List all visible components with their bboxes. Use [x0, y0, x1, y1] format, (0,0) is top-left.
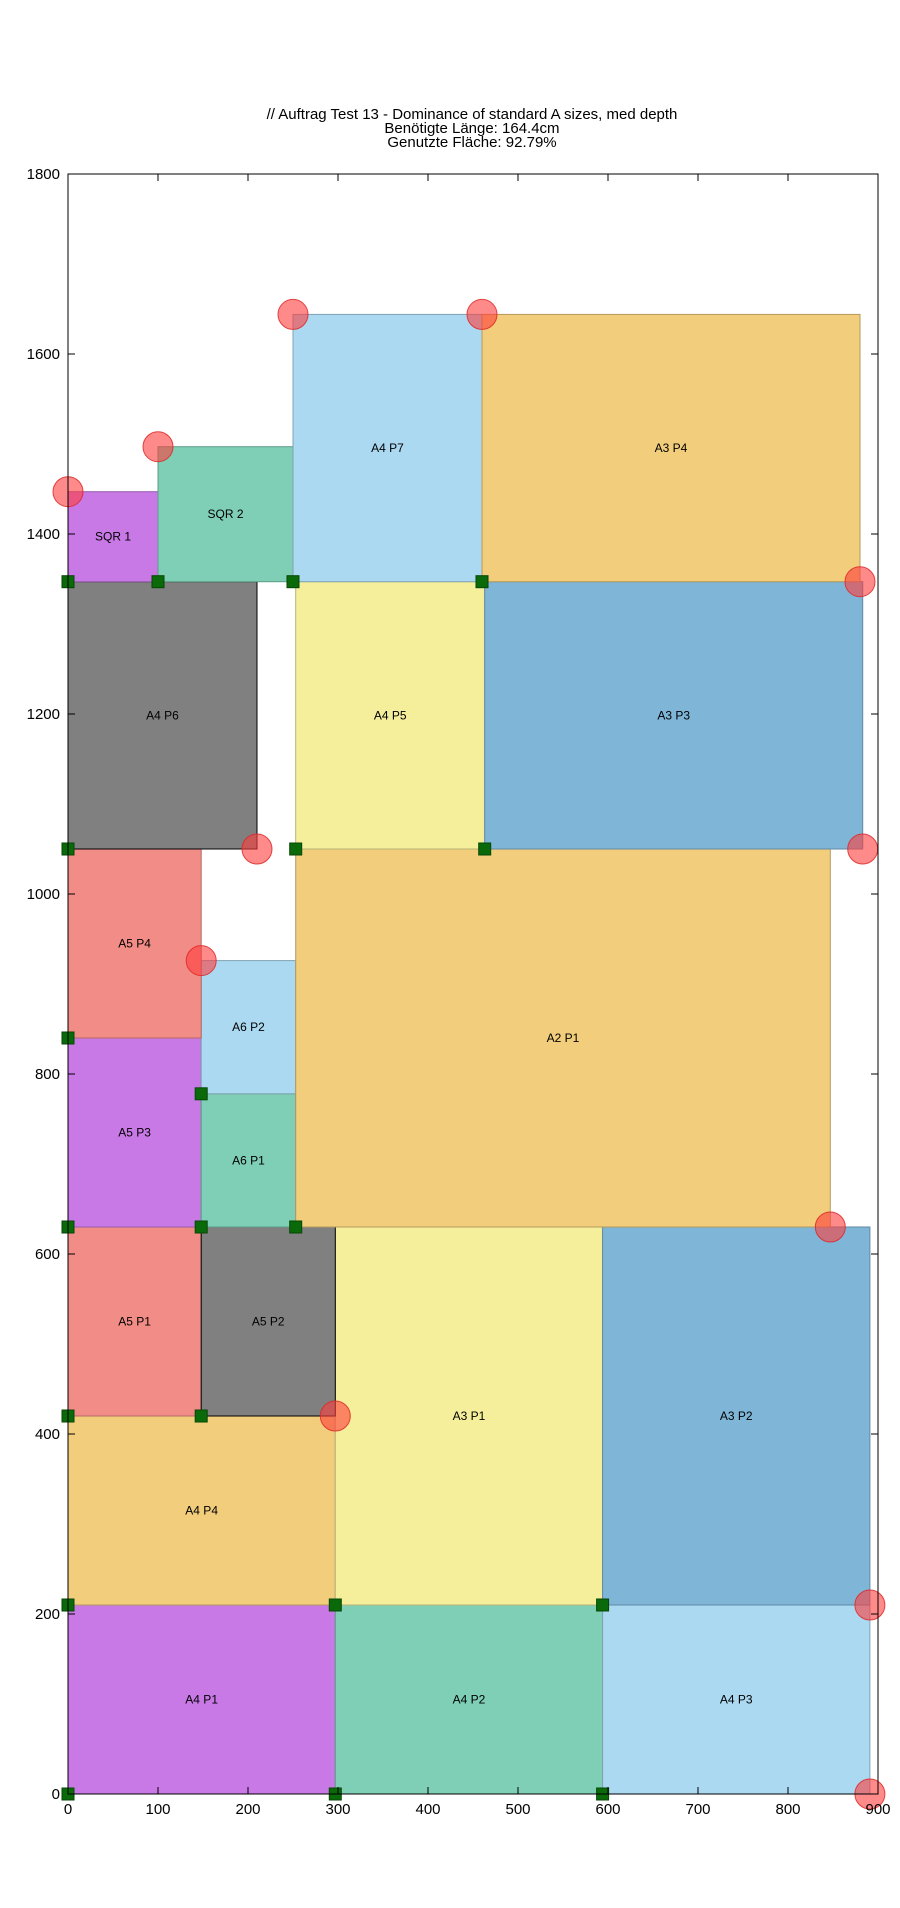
x-tick-label: 300	[325, 1801, 350, 1818]
rect-sqr-2	[157, 446, 294, 583]
y-tick-label: 0	[52, 1786, 60, 1803]
title-line-3: Genutzte Fläche: 92.79%	[387, 134, 556, 151]
marker-point	[814, 1211, 846, 1243]
rect-a4-p3	[602, 1604, 871, 1795]
rect-label-a4-p6: A4 P6	[146, 708, 179, 722]
corner-point	[286, 575, 300, 589]
marker-point	[844, 566, 876, 598]
rect-label-a3-p1: A3 P1	[453, 1409, 486, 1423]
rect-label-a4-p2: A4 P2	[453, 1693, 486, 1707]
y-tick-label: 1000	[27, 886, 60, 903]
corner-point	[194, 1220, 208, 1234]
rect-label-a4-p7: A4 P7	[371, 441, 404, 455]
corner-point	[194, 1087, 208, 1101]
x-tick-label: 200	[235, 1801, 260, 1818]
rect-sqr-1	[67, 491, 159, 583]
marker-point	[241, 833, 273, 865]
rect-a3-p4	[481, 313, 861, 583]
corner-point	[478, 842, 492, 856]
corner-point	[328, 1598, 342, 1612]
x-tick-label: 100	[145, 1801, 170, 1818]
plot-axes: 0 100 200 300 400 500 600 700 800 900 0 200 400 600 80…	[27, 166, 891, 1818]
rect-label-a5-p2: A5 P2	[252, 1315, 285, 1329]
rect-label-a5-p3: A5 P3	[118, 1126, 151, 1140]
rect-a5-p1	[67, 1226, 202, 1417]
y-tick-label: 1400	[27, 526, 60, 543]
corner-point	[151, 575, 165, 589]
y-tick-label: 1800	[27, 166, 60, 183]
rect-a3-p3	[484, 581, 864, 850]
corner-point	[289, 1220, 303, 1234]
x-tick-label: 700	[685, 1801, 710, 1818]
plot-frame	[67, 173, 879, 1795]
y-tick-label: 1200	[27, 706, 60, 723]
marker-points	[52, 298, 886, 1810]
rect-a3-p2	[602, 1226, 871, 1606]
corner-point	[475, 575, 489, 589]
rect-label-a6-p2: A6 P2	[232, 1020, 265, 1034]
rect-a5-p3	[67, 1037, 202, 1228]
title-line-2: Benötigte Länge: 164.4cm	[384, 120, 559, 137]
corner-point	[289, 842, 303, 856]
chart-title: // Auftrag Test 13 - Dominance of standa…	[267, 106, 678, 151]
rect-a5-p2	[200, 1226, 336, 1417]
rect-label-a4-p5: A4 P5	[374, 708, 407, 722]
rect-a4-p4	[67, 1415, 336, 1606]
rect-label-a4-p1: A4 P1	[185, 1693, 218, 1707]
y-tick-label: 800	[35, 1066, 60, 1083]
rect-a4-p5	[295, 581, 486, 850]
corner-point	[194, 1409, 208, 1423]
rect-label-a3-p3: A3 P3	[657, 708, 690, 722]
x-tick-label: 0	[64, 1801, 72, 1818]
marker-point	[847, 833, 879, 865]
y-tick-label: 200	[35, 1606, 60, 1623]
y-tick-label: 1600	[27, 346, 60, 363]
x-tick-label: 900	[865, 1801, 890, 1818]
x-tick-label: 600	[595, 1801, 620, 1818]
rect-a2-p1	[295, 848, 831, 1228]
marker-point	[142, 431, 174, 463]
marker-point	[466, 298, 498, 330]
rect-a6-p2	[200, 960, 297, 1095]
rect-label-a2-p1: A2 P1	[547, 1031, 580, 1045]
marker-point	[277, 298, 309, 330]
rect-label-sqr-2: SQR 2	[207, 507, 243, 521]
rect-label-a4-p4: A4 P4	[185, 1504, 218, 1518]
rect-label-a4-p3: A4 P3	[720, 1693, 753, 1707]
marker-point	[185, 945, 217, 977]
y-tick-label: 600	[35, 1246, 60, 1263]
rect-label-a3-p2: A3 P2	[720, 1409, 753, 1423]
rect-label-a3-p4: A3 P4	[655, 441, 688, 455]
x-tick-label: 800	[775, 1801, 800, 1818]
rect-a4-p7	[292, 313, 483, 583]
rect-label-a6-p1: A6 P1	[232, 1153, 265, 1167]
marker-point	[319, 1400, 351, 1432]
corner-point	[596, 1598, 610, 1612]
rect-a6-p1	[200, 1093, 297, 1228]
rect-label-sqr-1: SQR 1	[95, 530, 131, 544]
packed-rectangles	[67, 313, 871, 1795]
rectangle-labels: A4 P1 A4 P2 A4 P3 A4 P4 A3 P1 A3 P2 A5 P1 A5 P2…	[95, 441, 753, 1706]
rect-a4-p6	[67, 581, 258, 850]
y-tick-label: 400	[35, 1426, 60, 1443]
rect-label-a5-p4: A5 P4	[118, 937, 151, 951]
x-tick-label: 400	[415, 1801, 440, 1818]
title-line-1: // Auftrag Test 13 - Dominance of standa…	[267, 106, 678, 123]
marker-point	[854, 1589, 886, 1621]
rect-label-a5-p1: A5 P1	[118, 1315, 151, 1329]
rect-a5-p4	[67, 848, 202, 1039]
x-tick-label: 500	[505, 1801, 530, 1818]
rect-a4-p1	[67, 1604, 336, 1795]
